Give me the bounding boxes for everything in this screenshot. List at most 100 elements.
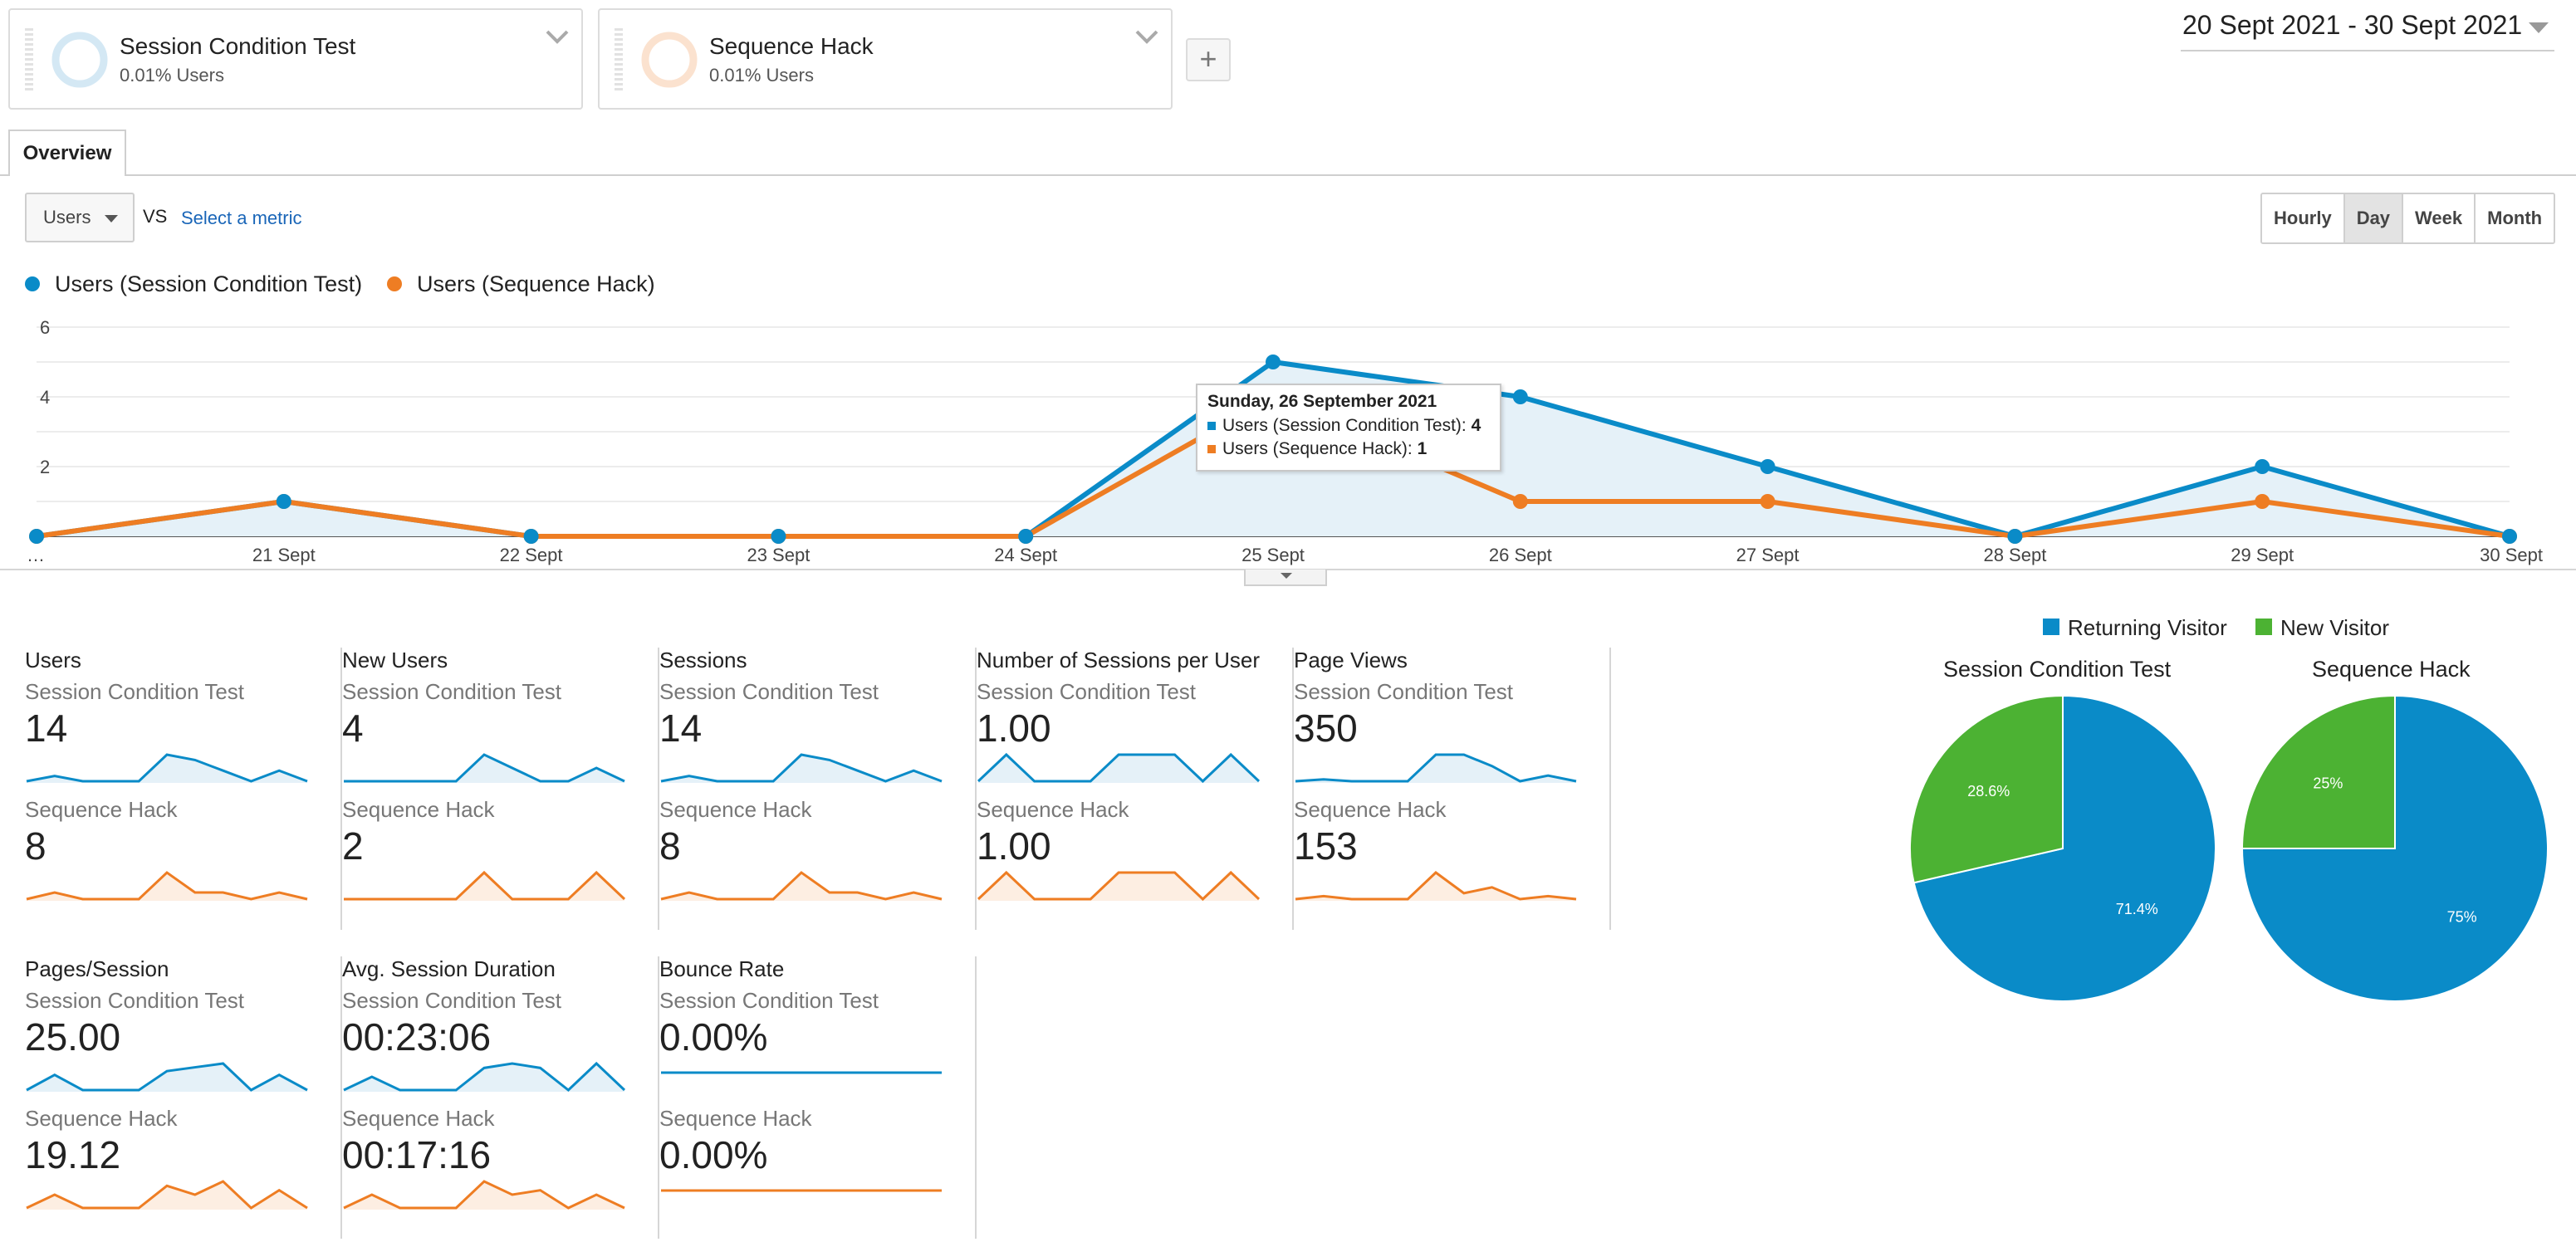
data-point (1760, 494, 1775, 509)
data-point (1760, 459, 1775, 474)
sparkline-line (1295, 753, 1577, 783)
x-tick-label: 23 Sept (747, 545, 810, 565)
pie-legend-returning-visitor[interactable]: Returning Visitor (2068, 615, 2227, 640)
sparkline-line (26, 1062, 308, 1092)
granularity-month[interactable]: Month (2476, 194, 2554, 242)
scorecard-new-users[interactable]: New Users Session Condition Test 4 Sequence… (342, 648, 659, 930)
sparkline-area (978, 873, 1259, 901)
legend-label-session-condition-test[interactable]: Users (Session Condition Test) (55, 271, 363, 296)
data-point (2502, 529, 2517, 544)
x-tick-label: 21 Sept (252, 545, 316, 565)
data-point (276, 494, 291, 509)
data-point (2007, 529, 2023, 544)
scorecard-title: Sessions (659, 648, 747, 672)
scorecard-segment-label: Session Condition Test (977, 679, 1197, 704)
scorecard-segment-label: Session Condition Test (1294, 679, 1514, 704)
scorecard-title: Pages/Session (25, 956, 169, 981)
legend-label-sequence-hack[interactable]: Users (Sequence Hack) (417, 271, 655, 296)
granularity-day[interactable]: Day (2344, 194, 2404, 242)
scorecard-segment-label: Sequence Hack (1294, 797, 1447, 822)
granularity-hourly[interactable]: Hourly (2262, 194, 2345, 242)
drag-handle-icon[interactable] (25, 28, 33, 93)
data-point (1512, 494, 1528, 509)
y-tick-label: 6 (40, 317, 50, 338)
pie-title-sequence-hack: Sequence Hack (2312, 657, 2471, 682)
drag-handle-icon[interactable] (615, 28, 623, 93)
pie-label-new: 28.6% (1967, 783, 2010, 799)
pie-label-returning: 75% (2447, 909, 2477, 926)
tooltip-row-session-condition-test: Users (Session Condition Test): 4 (1207, 416, 1490, 436)
scorecard-value: 4 (342, 707, 364, 750)
segment-percentage: 0.01% Users (120, 65, 224, 86)
chevron-down-icon[interactable] (1134, 28, 1159, 46)
pie-legend-new-visitor[interactable]: New Visitor (2280, 615, 2390, 640)
scorecard-title: Number of Sessions per User (977, 648, 1261, 672)
sparkline-line (26, 753, 308, 783)
visitor-type-pies: 71.4% 28.6% 75% 25% (1909, 694, 2549, 1002)
scorecard-segment-label: Sequence Hack (25, 1106, 178, 1131)
scorecard-segment-label: Session Condition Test (25, 988, 245, 1013)
pie-title-session-condition-test: Session Condition Test (1943, 657, 2172, 682)
scorecard-pages-session[interactable]: Pages/Session Session Condition Test 25.00… (25, 956, 342, 1239)
date-range-picker[interactable]: 20 Sept 2021 - 30 Sept 2021 (2182, 10, 2523, 40)
chart-collapse-toggle[interactable] (1244, 570, 1327, 586)
scorecard-page-views[interactable]: Page Views Session Condition Test 350 Seque… (1294, 648, 1611, 930)
legend-marker-sequence-hack (387, 276, 402, 291)
sparkline-session-condition-test (26, 1062, 308, 1092)
segment-name: Sequence Hack (709, 33, 874, 59)
sparkline-area (661, 873, 942, 901)
sparkline-sequence-hack (26, 871, 308, 901)
granularity-toggle: Hourly Day Week Month (2260, 193, 2556, 244)
sparkline-line (26, 1180, 308, 1210)
metric-dropdown[interactable]: Users (25, 193, 135, 242)
tooltip-label: Users (Sequence Hack): (1222, 439, 1413, 458)
pie-slice-new-visitor (2241, 694, 2396, 849)
date-dropdown-icon[interactable] (2528, 22, 2549, 35)
scorecard-segment-label: Session Condition Test (659, 988, 879, 1013)
y-tick-label: 2 (40, 457, 50, 477)
tab-overview[interactable]: Overview (8, 130, 126, 176)
sparkline-session-condition-test (977, 752, 1261, 784)
scorecard-avg-session-duration[interactable]: Avg. Session Duration Session Condition T… (342, 956, 659, 1239)
x-tick-label: 29 Sept (2231, 545, 2294, 565)
tooltip-value: 1 (1417, 439, 1428, 458)
scorecard-value: 2 (342, 824, 364, 868)
tooltip-marker (1207, 445, 1216, 453)
scorecard-users[interactable]: Users Session Condition Test 14 Sequence Ha… (25, 648, 342, 930)
add-segment-button[interactable]: + (1186, 38, 1231, 81)
scorecard-number-of-sessions-per-user[interactable]: Number of Sessions per User Session Condi… (977, 648, 1294, 930)
granularity-week[interactable]: Week (2403, 194, 2476, 242)
x-tick-label: … (27, 545, 45, 565)
segment-card-session-condition-test[interactable]: Session Condition Test 0.01% Users (8, 8, 583, 110)
sparkline-session-condition-test (343, 1061, 626, 1092)
select-metric-link[interactable]: Select a metric (181, 208, 302, 228)
segment-ring-icon (641, 32, 698, 88)
sparkline-area (344, 873, 624, 901)
segment-card-sequence-hack[interactable]: Sequence Hack 0.01% Users (598, 8, 1173, 110)
scorecard-value: 00:23:06 (342, 1015, 492, 1059)
sparkline-line (660, 753, 943, 783)
scorecard-segment-label: Sequence Hack (659, 1106, 812, 1131)
data-point (2255, 459, 2270, 474)
sparkline-session-condition-test (26, 753, 308, 783)
pie-legend-marker-new (2255, 619, 2272, 635)
scorecard-segment-label: Session Condition Test (659, 679, 879, 704)
sparkline-session-condition-test (660, 753, 943, 783)
sparkline-area (27, 1064, 307, 1092)
segment-percentage: 0.01% Users (709, 65, 814, 86)
date-range-underline (2181, 50, 2554, 51)
sparkline-line (343, 1180, 625, 1210)
scorecard-sessions[interactable]: Sessions Session Condition Test 14 Sequence… (659, 648, 977, 930)
scorecard-title: Users (25, 648, 81, 672)
sparkline-sequence-hack (344, 870, 626, 901)
scorecard-segment-label: Sequence Hack (25, 797, 178, 822)
scorecard-segment-label: Sequence Hack (342, 1106, 495, 1131)
scorecard-value: 14 (659, 707, 703, 750)
scorecard-bounce-rate[interactable]: Bounce Rate Session Condition Test 0.00% Se… (659, 956, 977, 1239)
scorecard-value: 14 (25, 707, 68, 750)
sparkline-session-condition-test (344, 753, 625, 783)
scorecard-value: 25.00 (25, 1015, 121, 1059)
chevron-down-icon[interactable] (545, 28, 570, 46)
tab-divider (0, 174, 2576, 176)
legend-marker-session-condition-test (25, 276, 40, 291)
